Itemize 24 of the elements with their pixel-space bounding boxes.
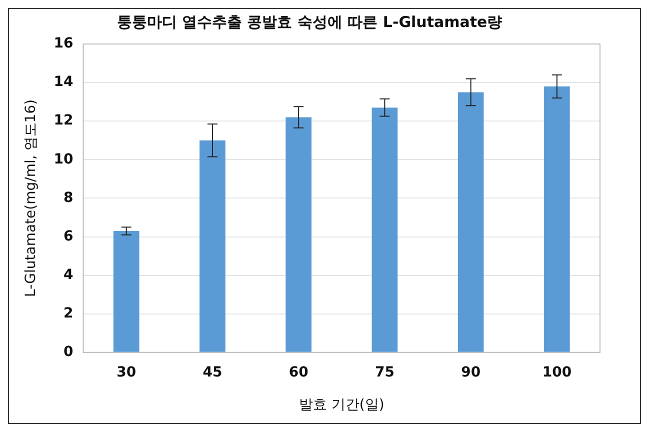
y-tick-label: 4 [64, 266, 74, 283]
bar [286, 117, 312, 352]
x-tick-label: 60 [288, 364, 309, 380]
bar [458, 92, 484, 352]
bar [113, 230, 140, 352]
y-axis-title: L-Glutamate(mg/ml, 염도16) [23, 99, 40, 297]
x-tick-label: 30 [116, 364, 136, 380]
chart-title: 퉁퉁마디 열수추출 콩발효 숙성에 따른 L-Glutamate량 [116, 12, 502, 31]
y-tick-label: 14 [54, 74, 74, 90]
y-tick-label: 10 [54, 151, 74, 168]
y-tick-label: 0 [64, 344, 74, 360]
y-tick-label: 12 [54, 112, 74, 129]
x-tick-label: 45 [202, 364, 222, 380]
x-tick-label: 90 [461, 364, 481, 380]
y-tick-label: 2 [64, 305, 74, 322]
bar [200, 140, 226, 352]
bar [544, 86, 570, 352]
y-tick-label: 8 [64, 190, 74, 206]
x-tick-label: 100 [542, 364, 572, 380]
bar [372, 108, 398, 352]
x-axis-title: 발효 기간(일) [298, 397, 384, 414]
y-tick-label: 16 [54, 36, 74, 52]
y-tick-label: 6 [64, 228, 74, 244]
x-tick-label: 75 [374, 364, 394, 380]
